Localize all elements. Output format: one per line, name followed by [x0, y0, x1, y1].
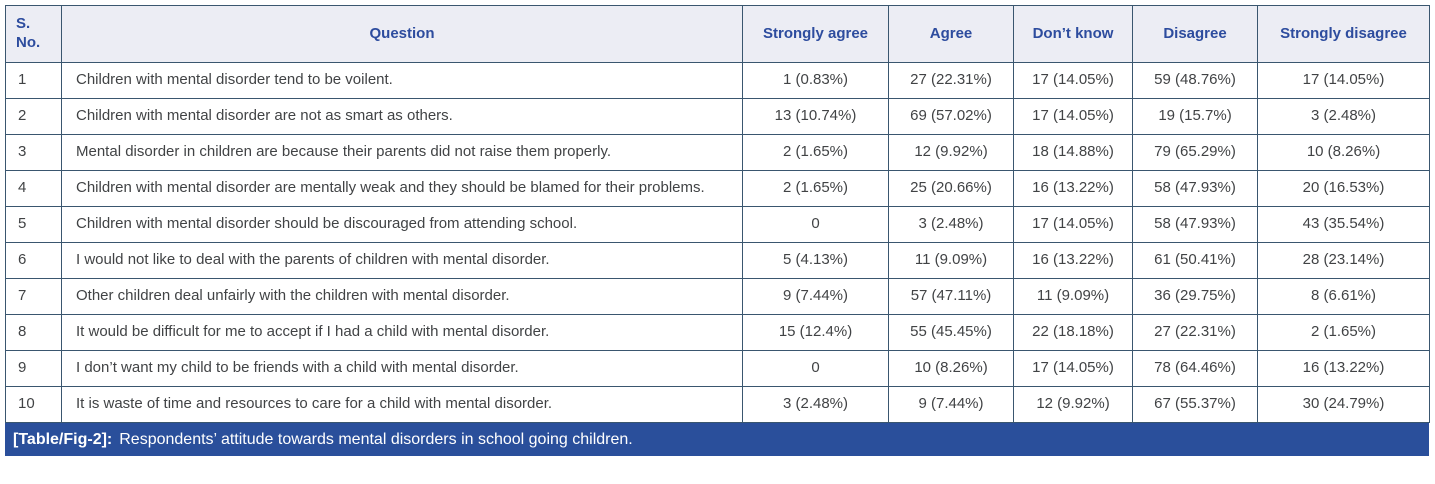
cell-disagree: 58 (47.93%): [1132, 170, 1258, 207]
table-caption: [Table/Fig-2]: Respondents’ attitude tow…: [5, 423, 1429, 456]
cell-strongly-disagree: 10 (8.26%): [1257, 134, 1430, 171]
cell-dont-know: 16 (13.22%): [1013, 242, 1133, 279]
table-row: 6 I would not like to deal with the pare…: [5, 242, 1430, 279]
row-number-cell: 7: [5, 278, 62, 315]
cell-agree: 27 (22.31%): [888, 62, 1014, 99]
table-row: 8 It would be difficult for me to accept…: [5, 314, 1430, 351]
table-row: 7 Other children deal unfairly with the …: [5, 278, 1430, 315]
cell-agree: 69 (57.02%): [888, 98, 1014, 135]
question-cell: I would not like to deal with the parent…: [61, 242, 743, 279]
cell-strongly-disagree: 8 (6.61%): [1257, 278, 1430, 315]
cell-disagree: 61 (50.41%): [1132, 242, 1258, 279]
cell-strongly-agree: 1 (0.83%): [742, 62, 889, 99]
attitude-table: S. No. Question Strongly agree Agree Don…: [5, 5, 1430, 423]
cell-strongly-disagree: 2 (1.65%): [1257, 314, 1430, 351]
question-cell: Mental disorder in children are because …: [61, 134, 743, 171]
col-header-sno: S. No.: [5, 5, 62, 63]
cell-strongly-agree: 0: [742, 350, 889, 387]
question-cell: It is waste of time and resources to car…: [61, 386, 743, 423]
cell-strongly-disagree: 20 (16.53%): [1257, 170, 1430, 207]
cell-strongly-disagree: 3 (2.48%): [1257, 98, 1430, 135]
cell-agree: 12 (9.92%): [888, 134, 1014, 171]
table-caption-label: [Table/Fig-2]:: [13, 430, 113, 448]
table-caption-text: Respondents’ attitude towards mental dis…: [119, 430, 633, 448]
table-row: 4 Children with mental disorder are ment…: [5, 170, 1430, 207]
cell-dont-know: 11 (9.09%): [1013, 278, 1133, 315]
cell-strongly-agree: 13 (10.74%): [742, 98, 889, 135]
row-number-cell: 3: [5, 134, 62, 171]
cell-strongly-agree: 9 (7.44%): [742, 278, 889, 315]
cell-dont-know: 18 (14.88%): [1013, 134, 1133, 171]
cell-strongly-disagree: 30 (24.79%): [1257, 386, 1430, 423]
cell-dont-know: 16 (13.22%): [1013, 170, 1133, 207]
cell-strongly-disagree: 17 (14.05%): [1257, 62, 1430, 99]
table-row: 1 Children with mental disorder tend to …: [5, 62, 1430, 99]
row-number-cell: 9: [5, 350, 62, 387]
cell-dont-know: 17 (14.05%): [1013, 206, 1133, 243]
table-row: 10 It is waste of time and resources to …: [5, 386, 1430, 423]
cell-strongly-disagree: 28 (23.14%): [1257, 242, 1430, 279]
header-row: S. No. Question Strongly agree Agree Don…: [5, 5, 1430, 63]
cell-disagree: 67 (55.37%): [1132, 386, 1258, 423]
cell-strongly-agree: 15 (12.4%): [742, 314, 889, 351]
cell-disagree: 78 (64.46%): [1132, 350, 1258, 387]
cell-agree: 10 (8.26%): [888, 350, 1014, 387]
question-cell: Children with mental disorder are mental…: [61, 170, 743, 207]
col-header-disagree: Disagree: [1132, 5, 1258, 63]
cell-strongly-agree: 3 (2.48%): [742, 386, 889, 423]
table-row: 9 I don’t want my child to be friends wi…: [5, 350, 1430, 387]
cell-strongly-disagree: 16 (13.22%): [1257, 350, 1430, 387]
row-number-cell: 8: [5, 314, 62, 351]
question-cell: Other children deal unfairly with the ch…: [61, 278, 743, 315]
row-number-cell: 2: [5, 98, 62, 135]
question-cell: I don’t want my child to be friends with…: [61, 350, 743, 387]
table-header: S. No. Question Strongly agree Agree Don…: [5, 5, 1430, 63]
cell-strongly-agree: 0: [742, 206, 889, 243]
row-number-cell: 5: [5, 206, 62, 243]
row-number-cell: 1: [5, 62, 62, 99]
cell-strongly-disagree: 43 (35.54%): [1257, 206, 1430, 243]
cell-dont-know: 17 (14.05%): [1013, 62, 1133, 99]
cell-strongly-agree: 2 (1.65%): [742, 134, 889, 171]
cell-agree: 3 (2.48%): [888, 206, 1014, 243]
col-header-question: Question: [61, 5, 743, 63]
cell-agree: 11 (9.09%): [888, 242, 1014, 279]
cell-dont-know: 12 (9.92%): [1013, 386, 1133, 423]
cell-disagree: 59 (48.76%): [1132, 62, 1258, 99]
cell-agree: 25 (20.66%): [888, 170, 1014, 207]
row-number-cell: 6: [5, 242, 62, 279]
cell-strongly-agree: 2 (1.65%): [742, 170, 889, 207]
cell-disagree: 36 (29.75%): [1132, 278, 1258, 315]
cell-dont-know: 22 (18.18%): [1013, 314, 1133, 351]
cell-agree: 57 (47.11%): [888, 278, 1014, 315]
row-number-cell: 4: [5, 170, 62, 207]
question-cell: Children with mental disorder tend to be…: [61, 62, 743, 99]
cell-disagree: 58 (47.93%): [1132, 206, 1258, 243]
table-row: 3 Mental disorder in children are becaus…: [5, 134, 1430, 171]
question-cell: Children with mental disorder are not as…: [61, 98, 743, 135]
cell-dont-know: 17 (14.05%): [1013, 98, 1133, 135]
col-header-dont-know: Don’t know: [1013, 5, 1133, 63]
cell-disagree: 19 (15.7%): [1132, 98, 1258, 135]
question-cell: It would be difficult for me to accept i…: [61, 314, 743, 351]
cell-agree: 55 (45.45%): [888, 314, 1014, 351]
cell-dont-know: 17 (14.05%): [1013, 350, 1133, 387]
table-row: 2 Children with mental disorder are not …: [5, 98, 1430, 135]
cell-disagree: 27 (22.31%): [1132, 314, 1258, 351]
table-row: 5 Children with mental disorder should b…: [5, 206, 1430, 243]
table-body: 1 Children with mental disorder tend to …: [5, 62, 1430, 423]
col-header-agree: Agree: [888, 5, 1014, 63]
cell-strongly-agree: 5 (4.13%): [742, 242, 889, 279]
question-cell: Children with mental disorder should be …: [61, 206, 743, 243]
cell-agree: 9 (7.44%): [888, 386, 1014, 423]
col-header-strongly-agree: Strongly agree: [742, 5, 889, 63]
col-header-strongly-disagree: Strongly disagree: [1257, 5, 1430, 63]
cell-disagree: 79 (65.29%): [1132, 134, 1258, 171]
row-number-cell: 10: [5, 386, 62, 423]
